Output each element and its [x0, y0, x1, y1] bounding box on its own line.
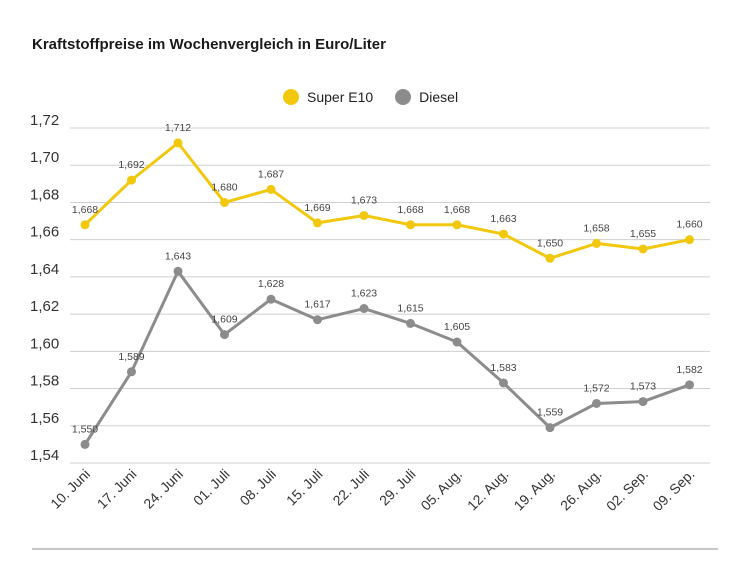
data-label: 1,680	[211, 181, 237, 193]
data-point	[173, 138, 183, 148]
x-tick-label: 01. Juli	[190, 466, 233, 509]
x-tick-label: 08. Juli	[236, 466, 279, 509]
data-label: 1,668	[72, 204, 98, 216]
legend-marker-diesel	[395, 89, 412, 105]
data-label: 1,658	[583, 222, 609, 234]
data-point	[685, 380, 694, 390]
x-tick-label: 15. Juli	[283, 466, 326, 509]
data-label: 1,573	[630, 381, 656, 393]
data-point	[452, 220, 462, 230]
data-label: 1,692	[118, 159, 144, 171]
data-point	[638, 397, 648, 407]
y-tick-label: 1,60	[30, 335, 59, 352]
x-tick-label: 22. Juli	[329, 466, 372, 509]
y-tick-label: 1,72	[30, 112, 59, 129]
y-tick-label: 1,58	[30, 373, 59, 390]
x-tick-label: 10. Juni	[47, 466, 93, 512]
y-tick-label: 1,56	[30, 410, 59, 427]
y-tick-label: 1,70	[30, 149, 59, 166]
data-point	[173, 266, 183, 276]
data-point	[545, 253, 555, 263]
data-point	[313, 218, 322, 228]
data-point	[638, 244, 648, 254]
data-point	[685, 235, 694, 245]
data-label: 1,712	[165, 122, 191, 134]
data-point	[266, 184, 276, 194]
data-point	[313, 315, 322, 325]
x-tick-label: 29. Juli	[376, 466, 419, 509]
x-tick-label: 05. Aug.	[417, 466, 465, 514]
y-tick-label: 1,68	[30, 186, 59, 203]
data-point	[220, 330, 229, 340]
legend-item-super: Super E10	[283, 89, 373, 105]
y-tick-label: 1,64	[30, 261, 59, 278]
data-label: 1,663	[490, 213, 516, 225]
legend-label-super: Super E10	[307, 89, 374, 105]
legend-label-diesel: Diesel	[419, 89, 459, 105]
data-label: 1,609	[211, 314, 237, 326]
data-point	[80, 439, 90, 449]
data-point	[359, 210, 369, 220]
chart-legend: Super E10 Diesel	[283, 89, 480, 105]
x-tick-label: 17. Juni	[94, 466, 140, 512]
data-point	[266, 294, 276, 304]
x-tick-label: 24. Juni	[140, 466, 186, 512]
data-point	[406, 318, 415, 328]
data-label: 1,617	[304, 299, 330, 311]
data-label: 1,687	[258, 168, 284, 180]
x-tick-label: 12. Aug.	[464, 466, 512, 514]
legend-marker-super	[283, 89, 299, 105]
data-label: 1,583	[490, 362, 516, 374]
data-label: 1,650	[537, 237, 563, 249]
data-point	[80, 220, 90, 230]
data-label: 1,550	[72, 423, 98, 435]
data-point	[359, 304, 369, 314]
data-label: 1,660	[676, 219, 702, 231]
series-line-diesel	[83, 269, 691, 446]
bottom-divider	[32, 548, 718, 550]
data-point	[592, 398, 601, 408]
data-label: 1,628	[258, 278, 284, 290]
data-label: 1,572	[583, 382, 609, 394]
x-tick-label: 26. Aug.	[557, 466, 605, 514]
x-tick-label: 19. Aug.	[510, 466, 558, 514]
data-label: 1,615	[397, 302, 423, 314]
y-tick-label: 1,66	[30, 224, 59, 241]
data-point	[452, 337, 462, 347]
x-tick-label: 09. Sep.	[649, 466, 697, 514]
data-label: 1,673	[351, 194, 377, 206]
x-tick-label: 02. Sep.	[603, 466, 651, 514]
data-label: 1,669	[304, 202, 330, 214]
data-label: 1,589	[118, 351, 144, 363]
data-point	[127, 175, 136, 185]
data-label: 1,668	[397, 204, 423, 216]
data-label: 1,623	[351, 288, 377, 300]
data-label: 1,559	[537, 407, 563, 419]
data-point	[592, 238, 601, 248]
data-label: 1,582	[676, 364, 702, 376]
data-label: 1,643	[165, 250, 191, 262]
data-point	[499, 378, 508, 388]
y-tick-label: 1,62	[30, 298, 59, 315]
data-point	[499, 229, 508, 239]
legend-item-diesel: Diesel	[395, 89, 458, 105]
data-point	[406, 220, 415, 230]
data-point	[220, 197, 229, 207]
data-point	[127, 367, 136, 377]
chart-title: Kraftstoffpreise im Wochenvergleich in E…	[32, 36, 386, 53]
data-label: 1,605	[444, 321, 470, 333]
data-label: 1,655	[630, 228, 656, 240]
y-tick-label: 1,54	[30, 447, 59, 464]
data-label: 1,668	[444, 204, 470, 216]
series-line-super	[83, 141, 690, 260]
data-point	[545, 423, 555, 433]
